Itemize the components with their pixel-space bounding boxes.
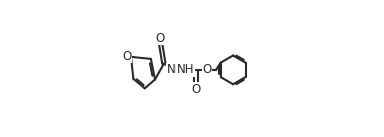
Text: O: O (122, 50, 132, 63)
Text: NH: NH (177, 63, 195, 76)
Text: O: O (192, 83, 201, 96)
Text: O: O (202, 63, 212, 76)
Text: NH: NH (167, 63, 184, 76)
Text: O: O (155, 32, 164, 45)
